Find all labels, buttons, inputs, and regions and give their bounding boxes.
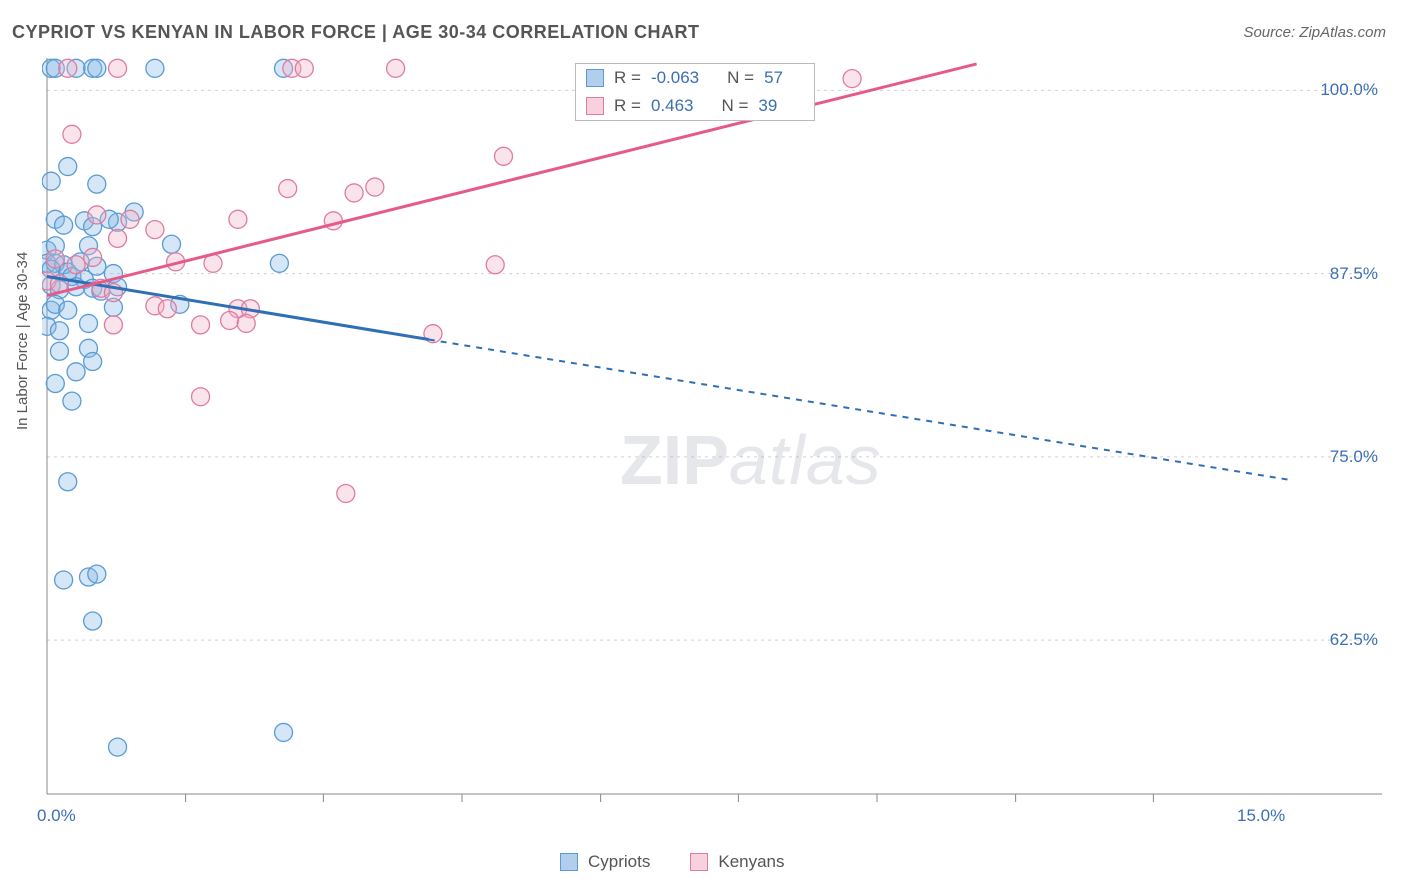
chart-title: CYPRIOT VS KENYAN IN LABOR FORCE | AGE 3… (12, 22, 699, 43)
stats-n-label: N = (727, 68, 754, 88)
stats-r-value: -0.063 (651, 68, 699, 88)
y-tick-label: 87.5% (1330, 264, 1378, 284)
legend-label: Cypriots (588, 852, 650, 872)
legend-item-kenyans: Kenyans (690, 852, 784, 872)
stats-r-label: R = (614, 96, 641, 116)
swatch-blue-icon (560, 853, 578, 871)
stats-r-value: 0.463 (651, 96, 694, 116)
stats-row-cypriots: R = -0.063 N = 57 (576, 64, 814, 92)
y-tick-label: 100.0% (1320, 80, 1378, 100)
swatch-blue-icon (586, 69, 604, 87)
plot-area (42, 58, 1382, 828)
stats-n-value: 39 (758, 96, 777, 116)
source-label: Source: ZipAtlas.com (1243, 24, 1386, 41)
y-tick-label: 75.0% (1330, 447, 1378, 467)
legend-item-cypriots: Cypriots (560, 852, 650, 872)
y-tick-label: 62.5% (1330, 630, 1378, 650)
x-tick-label: 0.0% (37, 806, 76, 826)
title-row: CYPRIOT VS KENYAN IN LABOR FORCE | AGE 3… (12, 22, 1386, 43)
stats-n-label: N = (721, 96, 748, 116)
bottom-legend: Cypriots Kenyans (560, 852, 785, 872)
stats-r-label: R = (614, 68, 641, 88)
scatter-plot-svg (42, 58, 1382, 828)
stats-n-value: 57 (764, 68, 783, 88)
x-tick-label: 15.0% (1237, 806, 1285, 826)
stats-legend: R = -0.063 N = 57 R = 0.463 N = 39 (575, 63, 815, 121)
legend-label: Kenyans (718, 852, 784, 872)
swatch-pink-icon (586, 97, 604, 115)
stats-row-kenyans: R = 0.463 N = 39 (576, 92, 814, 120)
swatch-pink-icon (690, 853, 708, 871)
chart-container: CYPRIOT VS KENYAN IN LABOR FORCE | AGE 3… (0, 0, 1406, 892)
y-axis-label: In Labor Force | Age 30-34 (14, 252, 31, 430)
